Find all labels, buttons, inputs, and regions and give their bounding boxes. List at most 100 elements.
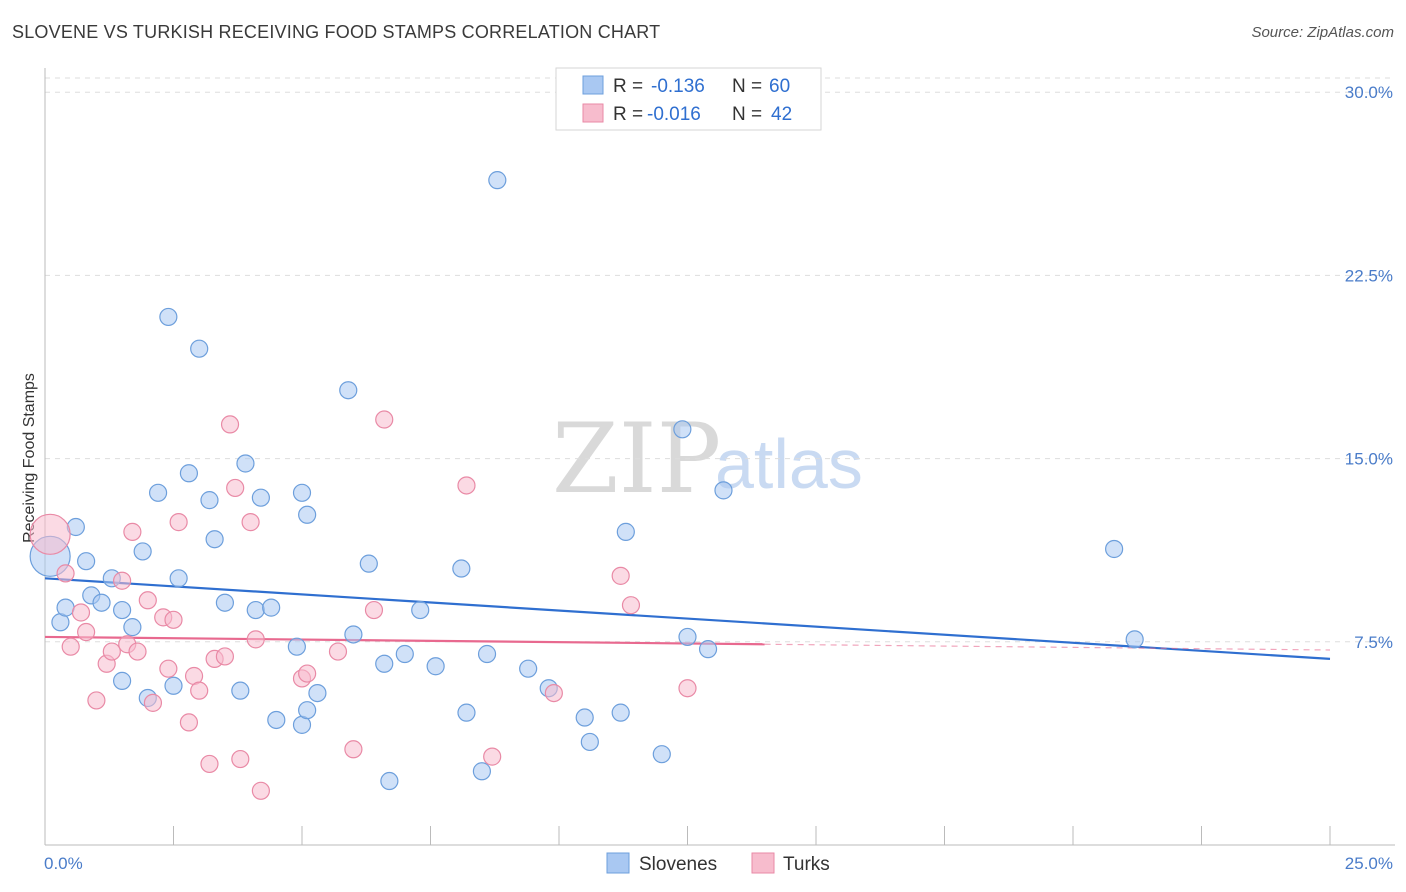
slovenes-point-27 bbox=[359, 554, 378, 573]
slovenes-point-35 bbox=[519, 659, 538, 678]
turks-point-20 bbox=[190, 681, 209, 700]
slovenes-point-42 bbox=[678, 627, 697, 647]
turks-point-21 bbox=[200, 754, 219, 774]
slovenes-point-6 bbox=[92, 593, 111, 612]
slovenes-trend-line bbox=[44, 577, 1331, 660]
slovenes-point-36 bbox=[488, 171, 507, 190]
turks-point-34 bbox=[364, 600, 384, 620]
slovenes-point-45 bbox=[112, 671, 132, 690]
turks-point-12 bbox=[138, 591, 157, 610]
turks-point-38 bbox=[544, 683, 563, 703]
slovenes-point-57 bbox=[652, 745, 671, 764]
slovenes-point-53 bbox=[380, 771, 399, 791]
legend-r-value-2: -0.016 bbox=[647, 104, 701, 125]
series-legend-swatch-turks bbox=[751, 852, 775, 874]
turks-point-23 bbox=[215, 647, 234, 666]
slovenes-point-54 bbox=[457, 703, 476, 722]
slovenes-point-15 bbox=[190, 339, 209, 358]
slovenes-point-17 bbox=[205, 530, 224, 549]
turks-point-15 bbox=[159, 659, 178, 678]
turks-point-25 bbox=[226, 478, 245, 498]
slovenes-point-24 bbox=[298, 505, 317, 524]
slovenes-point-11 bbox=[148, 483, 168, 502]
slovenes-point-52 bbox=[308, 683, 327, 703]
turks-point-8 bbox=[112, 571, 132, 590]
turks-trend-line bbox=[44, 635, 765, 646]
series-legend: Slovenes Turks bbox=[606, 852, 830, 875]
turks-point-7 bbox=[102, 642, 121, 661]
legend-n-label-2: N = bbox=[732, 104, 762, 125]
turks-point-33 bbox=[344, 740, 363, 759]
data-points bbox=[29, 171, 1144, 800]
slovenes-point-55 bbox=[472, 762, 491, 781]
slovenes-point-33 bbox=[452, 559, 471, 578]
slovenes-point-12 bbox=[159, 307, 178, 327]
slovenes-point-21 bbox=[251, 488, 270, 507]
slovenes-point-9 bbox=[123, 618, 142, 637]
slovenes-point-39 bbox=[611, 703, 630, 722]
turks-point-35 bbox=[375, 410, 394, 429]
slovenes-point-48 bbox=[231, 681, 250, 700]
slovenes-point-16 bbox=[200, 491, 219, 510]
turks-trend-extension bbox=[764, 643, 1331, 651]
slovenes-point-43 bbox=[698, 640, 718, 659]
slovenes-point-20 bbox=[246, 600, 265, 620]
slovenes-point-25 bbox=[292, 483, 312, 502]
slovenes-point-56 bbox=[580, 732, 599, 752]
legend-n-value-2: 42 bbox=[771, 104, 792, 125]
stats-legend: R = -0.136 N = 60 R = -0.016 N = 42 bbox=[555, 67, 822, 131]
slovenes-point-34 bbox=[477, 644, 497, 664]
series-legend-swatch-slovenes bbox=[606, 852, 630, 874]
slovenes-point-58 bbox=[1105, 539, 1124, 559]
slovenes-point-23 bbox=[287, 637, 306, 656]
legend-r-value-1: -0.136 bbox=[651, 76, 705, 97]
chart-title: SLOVENE VS TURKISH RECEIVING FOOD STAMPS… bbox=[12, 22, 661, 42]
slovenes-point-29 bbox=[375, 654, 394, 673]
slovenes-point-13 bbox=[169, 569, 188, 588]
turks-point-4 bbox=[77, 622, 96, 642]
slovenes-point-26 bbox=[339, 381, 358, 400]
slovenes-point-2 bbox=[56, 598, 75, 617]
legend-swatch-slovenes bbox=[582, 75, 604, 95]
slovenes-point-31 bbox=[411, 600, 430, 620]
y-tick-label-0: 7.5% bbox=[1354, 633, 1393, 652]
y-axis-label: Receiving Food Stamps bbox=[21, 373, 38, 543]
turks-point-11 bbox=[128, 642, 147, 661]
legend-n-value-1: 60 bbox=[769, 76, 790, 97]
turks-point-41 bbox=[678, 679, 697, 698]
slovenes-point-10 bbox=[133, 542, 152, 561]
slovenes-point-32 bbox=[426, 657, 445, 676]
turks-point-13 bbox=[143, 693, 163, 712]
legend-n-label-1: N = bbox=[732, 76, 762, 97]
slovenes-point-28 bbox=[344, 625, 363, 644]
x-tick-label-0: 0.0% bbox=[44, 854, 83, 873]
gridlines bbox=[45, 77, 1395, 643]
turks-point-18 bbox=[179, 713, 199, 732]
legend-r-label-1: R = bbox=[613, 76, 643, 97]
turks-point-31 bbox=[298, 664, 317, 683]
watermark: ZIP atlas bbox=[552, 403, 863, 515]
axes bbox=[44, 68, 1395, 846]
legend-swatch-turks bbox=[582, 103, 604, 123]
slovenes-point-51 bbox=[298, 701, 317, 720]
turks-point-27 bbox=[241, 513, 260, 532]
slovenes-point-30 bbox=[395, 644, 414, 664]
y-tick-label-2: 22.5% bbox=[1345, 266, 1393, 285]
slovenes-point-22 bbox=[262, 598, 281, 617]
chart-source: Source: ZipAtlas.com bbox=[1251, 24, 1394, 41]
slovenes-point-59 bbox=[1125, 630, 1144, 649]
slovenes-point-47 bbox=[164, 676, 183, 695]
turks-point-37 bbox=[483, 747, 502, 766]
x-tick-label-1: 25.0% bbox=[1345, 854, 1393, 873]
legend-r-label-2: R = bbox=[613, 104, 643, 125]
turks-point-39 bbox=[611, 566, 630, 585]
slovenes-point-44 bbox=[714, 481, 733, 500]
turks-point-28 bbox=[246, 630, 265, 649]
turks-point-3 bbox=[71, 603, 91, 622]
turks-point-2 bbox=[61, 637, 80, 656]
slovenes-point-18 bbox=[215, 593, 234, 612]
turks-point-36 bbox=[457, 476, 476, 495]
turks-point-29 bbox=[251, 781, 270, 800]
slovenes-point-14 bbox=[179, 464, 199, 483]
